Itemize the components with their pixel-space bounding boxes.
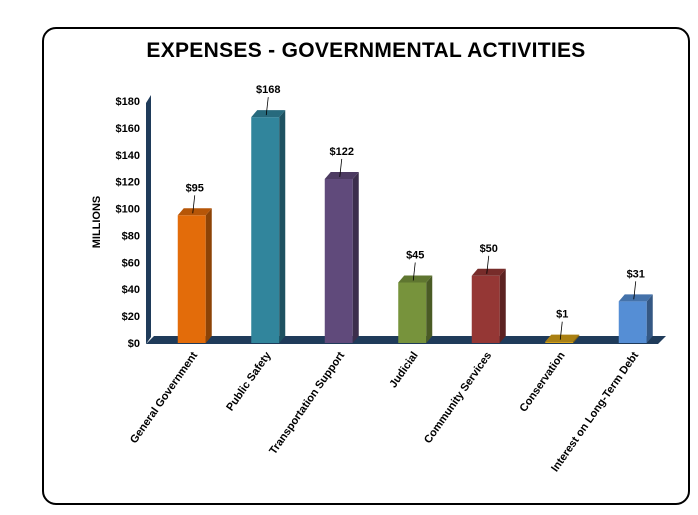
bar xyxy=(545,341,574,343)
bar-side xyxy=(573,334,580,343)
y-axis-wall xyxy=(146,95,151,344)
bar-side xyxy=(426,275,433,343)
bar-side xyxy=(279,110,286,343)
y-tick-label: $80 xyxy=(122,230,140,242)
bar-top xyxy=(398,275,433,283)
bar xyxy=(177,215,206,343)
bar-side xyxy=(352,171,359,343)
bar xyxy=(471,275,500,343)
bar-top xyxy=(251,110,286,118)
bar-side xyxy=(646,294,653,343)
y-axis-title: MILLIONS xyxy=(91,196,103,249)
data-label-leader xyxy=(559,321,563,340)
bar-side xyxy=(499,268,506,343)
bar-top xyxy=(324,171,359,179)
data-label-leader xyxy=(192,195,196,214)
data-label: $31 xyxy=(627,268,645,280)
y-tick-label: $120 xyxy=(116,177,140,189)
chart-title: EXPENSES - GOVERNMENTAL ACTIVITIES xyxy=(146,39,586,62)
x-tick-label: General Government xyxy=(128,350,200,446)
data-label-leader xyxy=(633,281,637,300)
bar xyxy=(251,117,280,343)
y-tick-label: $40 xyxy=(122,284,140,296)
data-label: $1 xyxy=(556,309,568,321)
data-label: $45 xyxy=(406,250,424,262)
y-tick-label: $60 xyxy=(122,257,140,269)
data-label: $95 xyxy=(186,182,204,194)
bar xyxy=(618,301,647,343)
y-tick-label: $0 xyxy=(128,338,140,350)
data-label-leader xyxy=(265,97,269,116)
x-tick-label: Public Safety xyxy=(224,349,274,413)
data-label: $168 xyxy=(256,84,280,96)
data-label: $122 xyxy=(330,146,354,158)
y-tick-label: $180 xyxy=(116,96,140,108)
x-tick-label: Conservation xyxy=(518,350,568,415)
data-label-leader xyxy=(486,255,490,274)
bar-side xyxy=(205,208,212,343)
x-tick-label: Interest on Long-Term Debt xyxy=(549,350,641,475)
bar xyxy=(324,178,353,343)
y-tick-label: $100 xyxy=(116,204,140,216)
data-label: $50 xyxy=(480,243,498,255)
bar-top xyxy=(177,208,212,216)
data-label-leader xyxy=(412,262,416,281)
x-tick-label: Community Services xyxy=(422,350,494,446)
x-tick-label: Judicial xyxy=(387,350,420,390)
y-tick-label: $140 xyxy=(116,150,140,162)
y-tick-label: $160 xyxy=(116,123,140,135)
bar-top xyxy=(471,268,506,276)
bar xyxy=(398,282,427,343)
y-tick-label: $20 xyxy=(122,311,140,323)
bar-top xyxy=(545,334,580,342)
data-label-leader xyxy=(339,158,343,178)
bar-top xyxy=(618,294,653,302)
x-tick-label: Transportation Support xyxy=(267,350,347,457)
